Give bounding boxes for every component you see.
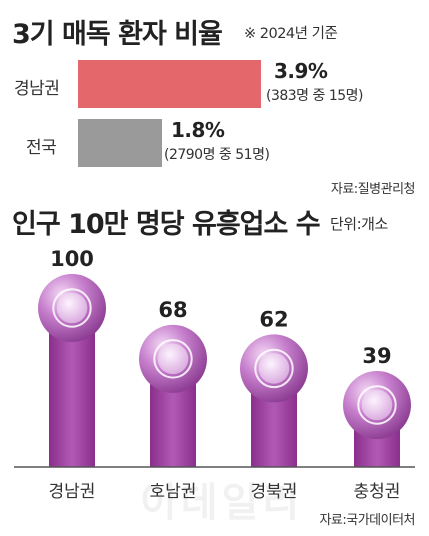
column-value-label: 62 (259, 307, 288, 331)
hbar-label: 전국 (26, 138, 57, 158)
column-value-label: 39 (362, 344, 391, 368)
column-ball-core (361, 389, 393, 421)
column-value-label: 68 (158, 298, 187, 322)
chart2-source: 자료:국가데이터처 (319, 513, 415, 528)
hbar-detail-label: (2790명 중 51명) (164, 147, 270, 163)
column-ball-ring (153, 339, 193, 379)
column-ball-core (258, 353, 290, 384)
chart2-title: 인구 10만 명당 유흥업소 수 (12, 209, 321, 240)
watermark: 이데일리 (140, 480, 304, 526)
chart2-unit: 단위:개소 (330, 215, 388, 233)
hbar-value-label: 1.8% (171, 118, 225, 142)
hbar-bar (78, 119, 163, 167)
chart1-source: 자료:질병관리청 (330, 182, 416, 197)
column-ball-ring (254, 348, 294, 389)
column-ball-ring (52, 288, 92, 328)
hbar-bar (78, 60, 261, 108)
chart1-note: ※ 2024년 기준 (244, 26, 338, 42)
column-ball-core (56, 292, 88, 324)
column-value-label: 100 (50, 247, 94, 271)
column-category-label: 경남권 (49, 482, 96, 502)
hbar-detail-label: (383명 중 15명) (266, 88, 364, 104)
column-category-label: 경북권 (251, 482, 298, 502)
chart1-title: 3기 매독 환자 비율 (12, 19, 223, 50)
hbar-value-label: 3.9% (274, 59, 328, 83)
column-ball-ring (357, 385, 397, 425)
column-category-label: 호남권 (150, 482, 197, 502)
column-category-label: 충청권 (354, 482, 401, 502)
column-ball-core (157, 343, 189, 375)
hbar-label: 경남권 (14, 79, 60, 99)
